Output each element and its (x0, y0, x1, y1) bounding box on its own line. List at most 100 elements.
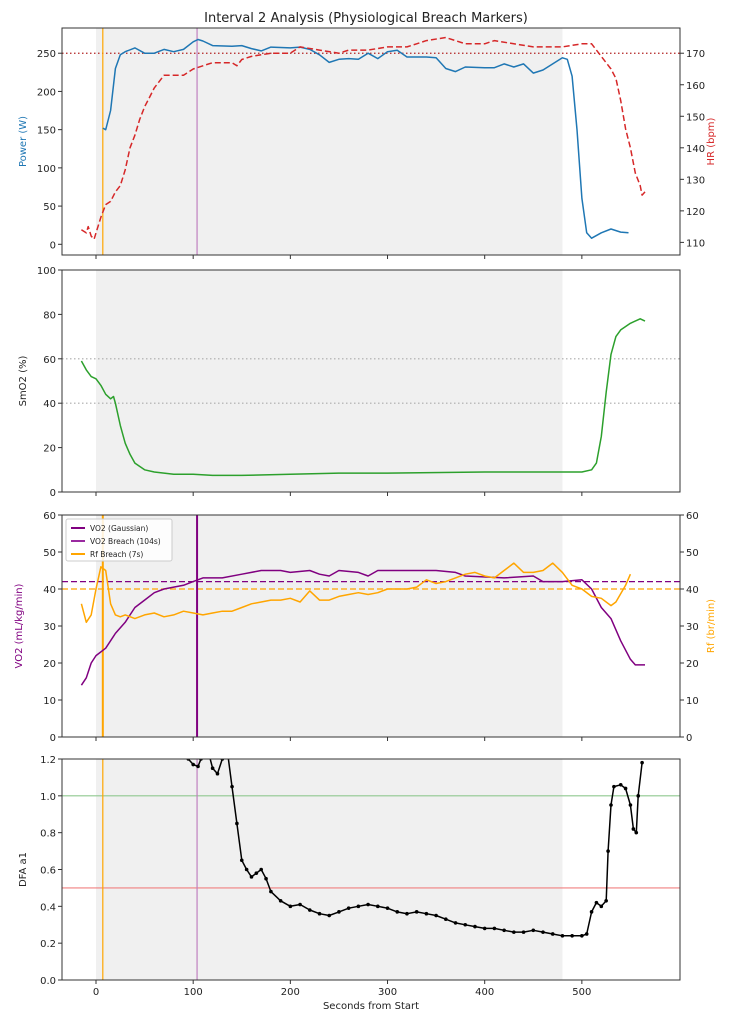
x-tick-label: 100 (184, 987, 203, 998)
data-point (453, 921, 458, 925)
data-point (434, 913, 438, 918)
y-tick-label: 60 (43, 355, 56, 366)
data-point (264, 876, 268, 881)
x-tick-label: 400 (475, 987, 494, 998)
data-point (356, 904, 361, 909)
data-point (346, 906, 351, 910)
subplot-2: 0 20 40 60 80 100 SmO2 (%) (18, 266, 681, 499)
y-tick-label: 150 (37, 126, 56, 137)
y-tick-label: 80 (43, 310, 56, 321)
y-tick-label: 0.0 (40, 976, 56, 987)
data-point (634, 830, 639, 835)
x-axis-label: Seconds from Start (323, 1001, 419, 1012)
shaded-interval (96, 515, 563, 737)
data-point (239, 858, 244, 863)
y2-tick-label: 170 (686, 49, 705, 60)
data-point (225, 748, 229, 752)
chart-title: Interval 2 Analysis (Physiological Breac… (204, 11, 528, 26)
data-point (512, 930, 516, 934)
plot-area (62, 28, 680, 255)
legend-label: Rf Breach (7s) (90, 550, 143, 559)
y-tick-label: 1.0 (40, 792, 56, 803)
data-point (269, 889, 273, 894)
data-point (210, 766, 215, 771)
data-point (230, 784, 234, 789)
y-tick-label: 50 (43, 548, 56, 559)
data-point (521, 930, 526, 934)
data-point (589, 910, 594, 914)
data-point (570, 934, 574, 938)
y-tick-label: 0.4 (40, 902, 56, 913)
y2-tick-label: 150 (686, 112, 705, 123)
y-tick-label: 0.6 (40, 866, 56, 877)
data-point (414, 910, 419, 914)
y2-tick-label: 50 (686, 548, 699, 559)
data-point (609, 803, 613, 807)
data-point (618, 782, 623, 787)
data-point (215, 771, 220, 776)
data-point (259, 867, 263, 872)
data-point (541, 930, 545, 934)
y2-tick-label: 60 (686, 511, 699, 522)
y-tick-label: 250 (37, 49, 56, 60)
y2-tick-label: 20 (686, 659, 699, 670)
data-point (640, 760, 644, 765)
series-line-2 (80, 562, 632, 624)
y-tick-label: 200 (37, 87, 56, 98)
data-point (288, 904, 293, 909)
subplot-4: 0 100 200 300 400 500 0.0 0.2 0.4 0.6 0.8 1.0 1.2 DFA… (18, 748, 681, 1012)
data-point (235, 821, 239, 826)
legend-box (65, 518, 173, 562)
y2-axis-label: HR (bpm) (706, 117, 717, 165)
y-axis-label: VO2 (mL/kg/min) (14, 583, 25, 668)
data-point (327, 913, 332, 918)
data-point (599, 904, 604, 909)
subplot-3: 0 10 20 30 40 50 60 VO2 (mL/kg/min) 0 10 20 30 40 50 6… (14, 511, 717, 744)
data-point (560, 934, 565, 938)
data-point (395, 910, 400, 914)
shaded-interval (96, 28, 563, 255)
data-point (463, 922, 468, 927)
data-point (606, 849, 610, 853)
data-point (628, 803, 633, 807)
plot-area (62, 748, 680, 980)
data-point (317, 911, 322, 916)
data-point (612, 784, 616, 789)
data-point (307, 908, 312, 912)
data-point (482, 926, 487, 931)
y2-axis-label: Rf (br/min) (706, 599, 717, 653)
data-point (594, 900, 599, 905)
y2-tick-label: 130 (686, 175, 705, 186)
y-tick-label: 0 (50, 733, 56, 744)
data-point (249, 875, 254, 879)
legend: VO2 (Gaussian) VO2 Breach (104s) Rf Breach… (65, 518, 173, 562)
data-point (636, 794, 641, 798)
y2-tick-label: 0 (686, 733, 692, 744)
axes-frame (61, 269, 681, 493)
y-tick-label: 50 (43, 202, 56, 213)
data-point (492, 926, 497, 931)
data-point (385, 906, 390, 910)
series-line-2 (80, 36, 646, 240)
y-tick-label: 0.2 (40, 939, 56, 950)
y-tick-label: 20 (43, 444, 56, 455)
x-tick-label: 300 (378, 987, 397, 998)
plot-area (62, 270, 680, 492)
y-axis-label: SmO2 (%) (18, 356, 29, 407)
data-point (206, 748, 210, 752)
data-point (196, 764, 200, 769)
y-tick-label: 10 (43, 696, 56, 707)
data-point (278, 899, 283, 903)
y-tick-label: 0 (50, 488, 56, 499)
legend-label: VO2 Breach (104s) (90, 537, 161, 546)
data-point (405, 911, 409, 916)
data-point (191, 762, 195, 767)
data-point (473, 924, 477, 929)
y-tick-label: 0 (50, 240, 56, 251)
data-point (623, 786, 628, 791)
data-point (244, 867, 249, 872)
data-point (298, 902, 302, 907)
x-tick-label: 200 (281, 987, 300, 998)
y-tick-label: 40 (43, 585, 56, 596)
